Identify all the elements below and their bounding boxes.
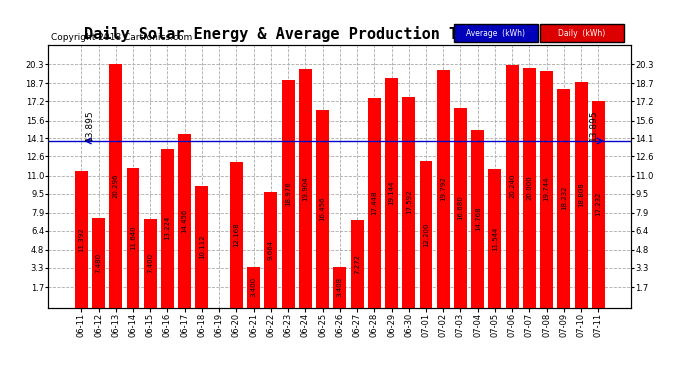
Bar bbox=[282, 80, 295, 308]
Text: 17.592: 17.592 bbox=[406, 190, 412, 214]
Bar bbox=[471, 130, 484, 308]
Text: 19.792: 19.792 bbox=[440, 177, 446, 201]
Bar bbox=[264, 192, 277, 308]
Bar bbox=[333, 267, 346, 308]
Bar bbox=[299, 69, 312, 308]
Bar bbox=[351, 220, 364, 308]
Bar bbox=[437, 70, 450, 308]
Bar bbox=[575, 82, 588, 308]
Text: 17.232: 17.232 bbox=[595, 192, 602, 216]
Text: 11.544: 11.544 bbox=[492, 226, 498, 251]
Text: 11.392: 11.392 bbox=[78, 227, 84, 252]
Text: 11.640: 11.640 bbox=[130, 225, 136, 250]
Bar bbox=[506, 65, 519, 308]
Text: 7.400: 7.400 bbox=[147, 253, 153, 273]
FancyBboxPatch shape bbox=[453, 24, 538, 42]
Bar bbox=[178, 134, 191, 308]
Text: 16.456: 16.456 bbox=[319, 196, 326, 221]
Bar bbox=[247, 267, 260, 308]
FancyBboxPatch shape bbox=[540, 24, 624, 42]
Text: Average  (kWh): Average (kWh) bbox=[466, 29, 525, 38]
Text: 13.224: 13.224 bbox=[164, 216, 170, 240]
Text: 13.895: 13.895 bbox=[86, 110, 95, 141]
Bar bbox=[402, 97, 415, 308]
Bar bbox=[161, 149, 174, 308]
Bar bbox=[385, 78, 398, 308]
Bar bbox=[126, 168, 139, 308]
Bar bbox=[75, 171, 88, 308]
Bar bbox=[592, 101, 605, 308]
Bar bbox=[195, 186, 208, 308]
Text: Copyright 2018 Cartronics.com: Copyright 2018 Cartronics.com bbox=[51, 33, 193, 42]
Bar bbox=[92, 218, 105, 308]
Text: 18.232: 18.232 bbox=[561, 186, 567, 210]
Text: 18.976: 18.976 bbox=[285, 182, 291, 206]
Text: Daily  (kWh): Daily (kWh) bbox=[558, 29, 605, 38]
Bar bbox=[230, 162, 243, 308]
Bar bbox=[316, 110, 329, 308]
Bar bbox=[144, 219, 157, 308]
Text: 19.904: 19.904 bbox=[302, 176, 308, 201]
Text: 10.112: 10.112 bbox=[199, 235, 205, 259]
Bar bbox=[489, 169, 502, 308]
Text: 19.744: 19.744 bbox=[544, 177, 550, 201]
Text: 7.480: 7.480 bbox=[95, 253, 101, 273]
Text: 18.808: 18.808 bbox=[578, 182, 584, 207]
Title: Daily Solar Energy & Average Production Thu Jul 12 20:20: Daily Solar Energy & Average Production … bbox=[84, 27, 595, 42]
Bar bbox=[109, 64, 122, 308]
Text: 3.400: 3.400 bbox=[250, 277, 257, 297]
Bar bbox=[368, 98, 381, 308]
Text: 17.448: 17.448 bbox=[371, 190, 377, 215]
Bar bbox=[558, 89, 571, 308]
Bar bbox=[523, 68, 536, 308]
Text: 16.680: 16.680 bbox=[457, 195, 464, 220]
Text: 9.664: 9.664 bbox=[268, 240, 274, 260]
Text: 20.000: 20.000 bbox=[526, 176, 533, 200]
Text: 20.296: 20.296 bbox=[112, 174, 119, 198]
Text: 13.895: 13.895 bbox=[589, 110, 598, 141]
Bar bbox=[420, 161, 433, 308]
Text: 20.240: 20.240 bbox=[509, 174, 515, 198]
Bar bbox=[540, 71, 553, 308]
Text: 12.200: 12.200 bbox=[423, 222, 429, 247]
Text: 14.456: 14.456 bbox=[181, 209, 188, 233]
Bar bbox=[454, 108, 467, 307]
Text: 14.768: 14.768 bbox=[475, 207, 481, 231]
Text: 3.408: 3.408 bbox=[337, 277, 343, 297]
Text: 19.144: 19.144 bbox=[388, 180, 395, 205]
Text: 12.168: 12.168 bbox=[233, 222, 239, 247]
Text: 7.272: 7.272 bbox=[354, 254, 360, 274]
